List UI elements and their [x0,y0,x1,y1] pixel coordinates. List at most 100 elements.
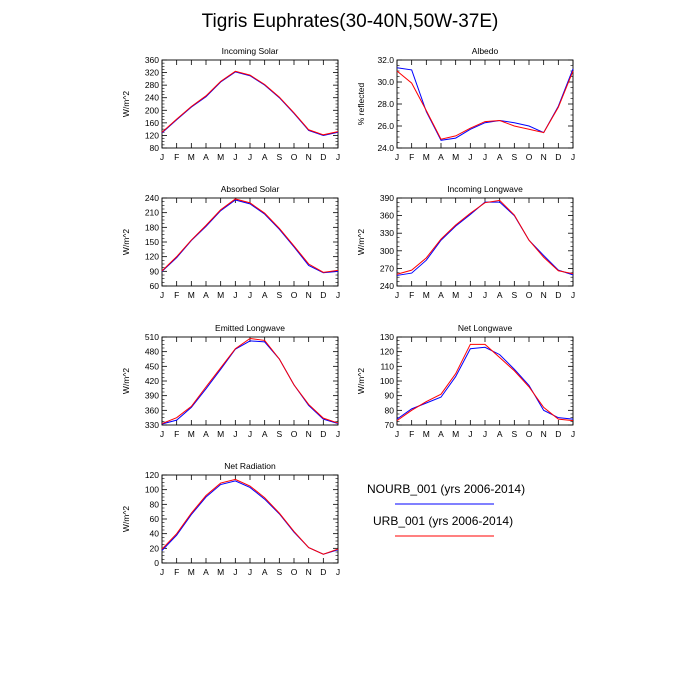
albedo-xtick-label: J [483,152,487,162]
emitted-longwave-xtick-label: A [203,429,209,439]
net-longwave-xtick-label: A [497,429,503,439]
net-longwave-xtick-label: J [468,429,472,439]
emitted-longwave-xtick-label: J [248,429,252,439]
emitted-longwave-xtick-label: M [188,429,195,439]
emitted-longwave-xtick-label: J [336,429,340,439]
incoming-longwave-xtick-label: F [409,290,414,300]
net-longwave-ytick-label: 130 [380,332,394,342]
emitted-longwave-xtick-label: S [276,429,282,439]
absorbed-solar-frame [161,197,339,287]
net-radiation-xtick-label: J [336,567,340,577]
incoming-longwave-xtick-label: O [526,290,533,300]
absorbed-solar-xtick-label: D [320,290,326,300]
net-longwave-title: Net Longwave [458,323,513,333]
panel-emitted-longwave: Emitted Longwave W/m^2 330 360 390 420 450 480 5… [121,323,340,439]
incoming-solar-ytick-label: 160 [145,118,159,128]
net-longwave-ytick-label: 70 [385,420,395,430]
incoming-solar-ylabel: W/m^2 [121,91,131,117]
incoming-solar-xtick-label: J [248,152,252,162]
net-radiation-ytick-label: 120 [145,470,159,480]
incoming-solar-xtick-label: J [336,152,340,162]
net-radiation-xtick-label: J [160,567,164,577]
incoming-longwave-frame [396,197,574,287]
net-radiation-xtick-label: M [217,567,224,577]
absorbed-solar-xtick-label: F [174,290,179,300]
net-radiation-xtick-label: J [233,567,237,577]
net-radiation-xtick-label: F [174,567,179,577]
incoming-longwave-series-urb-001 [396,199,574,275]
incoming-longwave-xtick-label: M [452,290,459,300]
net-radiation-xtick-label: S [276,567,282,577]
net-longwave-ylabel: W/m^2 [356,368,366,394]
incoming-solar-xtick-label: M [188,152,195,162]
net-radiation-xtick-label: A [262,567,268,577]
albedo-ytick-label: 26.0 [377,121,394,131]
albedo-xtick-label: A [497,152,503,162]
absorbed-solar-xtick-label: J [233,290,237,300]
emitted-longwave-xtick-label: N [306,429,312,439]
net-radiation-ytick-label: 20 [150,543,160,553]
absorbed-solar-title: Absorbed Solar [221,184,280,194]
absorbed-solar-ytick-label: 150 [145,237,159,247]
net-longwave-xtick-label: M [452,429,459,439]
absorbed-solar-ytick-label: 120 [145,252,159,262]
incoming-solar-xtick-label: A [262,152,268,162]
incoming-solar-xtick-label: D [320,152,326,162]
net-longwave-xtick-label: J [483,429,487,439]
panel-incoming-longwave: Incoming Longwave W/m^2 240 270 300 330 360 390… [356,184,575,300]
net-longwave-ytick-label: 80 [385,405,395,415]
emitted-longwave-xtick-label: M [217,429,224,439]
emitted-longwave-xtick-label: O [291,429,298,439]
albedo-ylabel: % reflected [356,82,366,125]
emitted-longwave-title: Emitted Longwave [215,323,285,333]
absorbed-solar-xtick-label: J [160,290,164,300]
incoming-longwave-ytick-label: 270 [380,263,394,273]
absorbed-solar-ytick-label: 240 [145,193,159,203]
albedo-xtick-label: N [541,152,547,162]
incoming-longwave-ylabel: W/m^2 [356,229,366,255]
albedo-ytick-label: 28.0 [377,99,394,109]
net-longwave-xtick-label: D [555,429,561,439]
absorbed-solar-ylabel: W/m^2 [121,229,131,255]
incoming-longwave-xtick-label: D [555,290,561,300]
incoming-longwave-xtick-label: J [395,290,399,300]
absorbed-solar-xtick-label: S [276,290,282,300]
emitted-longwave-ytick-label: 480 [145,347,159,357]
absorbed-solar-xtick-label: J [248,290,252,300]
net-radiation-xtick-label: O [291,567,298,577]
incoming-longwave-xtick-label: S [511,290,517,300]
net-longwave-series-nourb-001 [396,346,574,420]
emitted-longwave-series-nourb-001 [161,340,339,425]
albedo-series-nourb-001 [396,67,574,141]
incoming-longwave-ytick-label: 300 [380,246,394,256]
net-radiation-ytick-label: 40 [150,529,160,539]
incoming-solar-ytick-label: 360 [145,55,159,65]
incoming-longwave-title: Incoming Longwave [447,184,523,194]
incoming-longwave-xtick-label: J [483,290,487,300]
albedo-xtick-label: F [409,152,414,162]
emitted-longwave-xtick-label: A [262,429,268,439]
panel-incoming-solar: Incoming Solar W/m^2 80 120 160 200 240 280 320 3… [121,46,340,162]
incoming-longwave-ytick-label: 360 [380,211,394,221]
incoming-solar-series-urb-001 [161,70,339,136]
incoming-solar-xtick-label: J [160,152,164,162]
incoming-longwave-xtick-label: J [571,290,575,300]
legend-lines [395,503,494,537]
emitted-longwave-ylabel: W/m^2 [121,368,131,394]
net-longwave-xtick-label: O [526,429,533,439]
incoming-solar-series-nourb-001 [161,71,339,136]
net-radiation-ytick-label: 60 [150,514,160,524]
emitted-longwave-xtick-label: J [233,429,237,439]
albedo-xtick-label: J [571,152,575,162]
emitted-longwave-xtick-label: F [174,429,179,439]
absorbed-solar-xtick-label: A [203,290,209,300]
absorbed-solar-ytick-label: 210 [145,208,159,218]
albedo-ytick-label: 30.0 [377,77,394,87]
albedo-title: Albedo [472,46,499,56]
incoming-solar-ytick-label: 240 [145,93,159,103]
incoming-solar-xtick-label: N [306,152,312,162]
net-longwave-xtick-label: A [438,429,444,439]
